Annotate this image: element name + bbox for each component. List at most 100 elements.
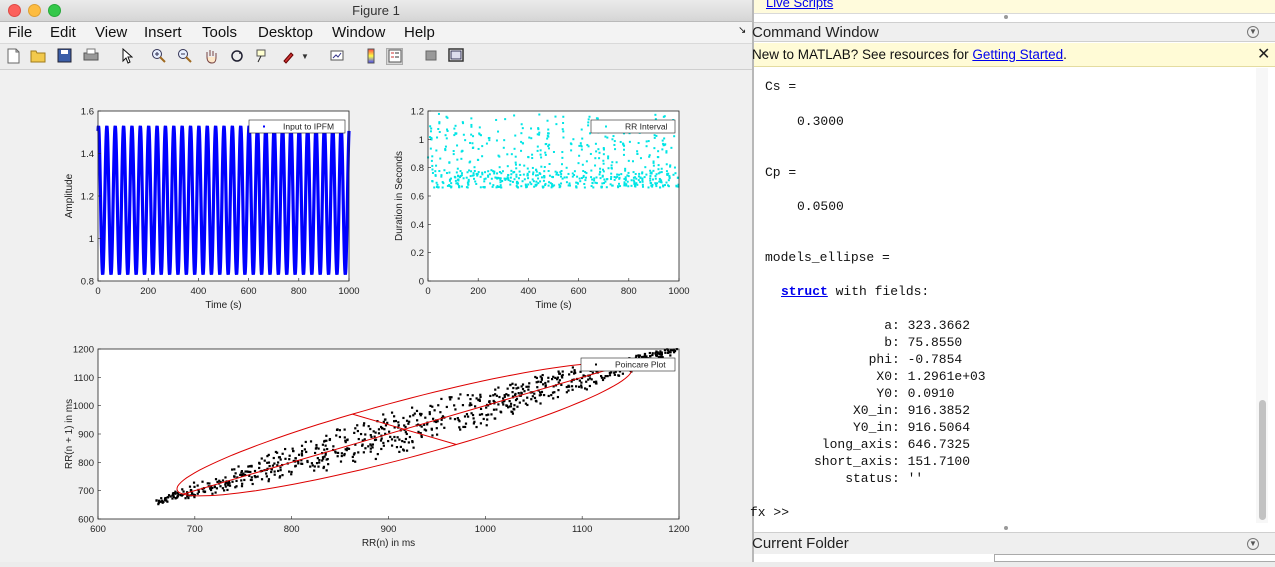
struct-link[interactable]: struct <box>781 284 828 299</box>
zoom-out-icon[interactable] <box>176 48 193 65</box>
rr-interval-point <box>563 176 566 179</box>
menu-file[interactable]: File <box>8 24 33 41</box>
live-scripts-link[interactable]: Live Scripts <box>766 0 834 10</box>
rr-interval-point <box>661 139 664 142</box>
poincare-point <box>445 405 448 409</box>
poincare-point <box>211 492 214 495</box>
link-plot-icon[interactable] <box>328 48 345 65</box>
rr-interval-point <box>442 182 445 185</box>
poincare-point <box>550 394 553 397</box>
minimize-window-button[interactable] <box>28 4 41 17</box>
rr-interval-point <box>623 144 626 147</box>
brush-icon[interactable] <box>280 48 297 65</box>
rr-interval-point <box>526 172 529 175</box>
command-prompt[interactable]: fx >> <box>750 505 790 520</box>
menu-window[interactable]: Window <box>332 24 386 41</box>
amplitude-ytick-label: 0.8 <box>81 277 94 288</box>
menu-tools[interactable]: Tools <box>202 24 238 41</box>
rr-interval-point <box>561 177 564 180</box>
amplitude-xtick-label: 400 <box>190 286 206 297</box>
rr-interval-point <box>636 150 639 153</box>
splitter-handle[interactable] <box>1004 15 1008 19</box>
rr-interval-point <box>665 150 668 153</box>
rr-interval-point <box>462 177 465 180</box>
rr-interval-point <box>514 134 517 137</box>
hide-plot-tools-icon[interactable] <box>422 48 439 65</box>
data-cursor-icon[interactable] <box>254 48 271 65</box>
menu-edit[interactable]: Edit <box>50 24 76 41</box>
rr-interval-point <box>535 183 538 186</box>
poincare-point <box>671 349 675 352</box>
poincare-point <box>560 383 563 387</box>
menu-insert[interactable]: Insert <box>144 24 182 41</box>
poincare-point <box>314 447 317 450</box>
save-icon[interactable] <box>56 48 73 65</box>
new-figure-icon[interactable] <box>5 48 22 65</box>
poincare-point <box>575 385 578 388</box>
print-icon[interactable] <box>82 48 99 65</box>
brush-dropdown-icon[interactable]: ▼ <box>301 52 309 61</box>
rr-interval-point <box>665 181 668 184</box>
rr-interval-point <box>579 180 582 183</box>
poincare-point <box>247 465 250 468</box>
poincare-point <box>556 376 560 379</box>
pan-icon[interactable] <box>202 48 219 65</box>
rr-interval-point <box>543 166 546 169</box>
poincare-point <box>186 493 189 496</box>
poincare-point <box>478 398 481 401</box>
rr-interval-point <box>623 182 626 185</box>
poincare-point <box>595 370 598 373</box>
scrollbar-thumb[interactable] <box>1259 400 1266 520</box>
poincare-point <box>300 452 303 455</box>
amplitude-ytick-label: 1.6 <box>81 107 94 118</box>
poincare-point <box>419 424 422 427</box>
poincare-point <box>231 468 234 471</box>
rr-interval-point <box>663 143 666 146</box>
rr-interval-point <box>528 136 531 139</box>
splitter-handle-bottom[interactable] <box>1004 526 1008 530</box>
show-plot-tools-icon[interactable] <box>447 48 464 65</box>
cs-value: 0.3000 <box>797 114 844 129</box>
poincare-point <box>243 478 246 482</box>
rr-interval-point <box>594 142 597 145</box>
folder-address-field[interactable] <box>994 554 1275 562</box>
getting-started-link[interactable]: Getting Started <box>972 47 1064 62</box>
close-info-icon[interactable]: ✕ <box>1257 46 1271 63</box>
poincare-point <box>404 437 408 441</box>
figure-title-bar[interactable]: Figure 1 <box>0 0 752 22</box>
menu-help[interactable]: Help <box>404 24 435 41</box>
poincare-point <box>352 453 356 456</box>
rr-interval-point <box>620 173 623 176</box>
insert-colorbar-icon[interactable] <box>362 48 379 65</box>
zoom-window-button[interactable] <box>48 4 61 17</box>
undock-icon[interactable]: ↘ <box>738 25 747 36</box>
poincare-point <box>395 445 399 449</box>
command-output[interactable]: Cs = 0.3000 Cp = 0.0500 models_ellipse =… <box>750 68 1257 523</box>
zoom-in-icon[interactable] <box>150 48 167 65</box>
close-window-button[interactable] <box>8 4 21 17</box>
open-file-icon[interactable] <box>30 48 47 65</box>
insert-legend-icon[interactable] <box>386 48 403 65</box>
rr-interval-point <box>498 185 501 188</box>
poincare-point <box>304 440 307 444</box>
current-folder-options-icon[interactable]: ▼ <box>1247 538 1259 550</box>
rr-interval-point <box>643 176 646 179</box>
rr-interval-point <box>561 156 564 159</box>
rr-interval-point <box>593 177 596 180</box>
rotate-icon[interactable] <box>228 48 245 65</box>
rr-interval-point <box>487 137 490 140</box>
command-window-scrollbar[interactable] <box>1256 68 1268 523</box>
rr-interval-point <box>604 135 607 138</box>
rr-interval-point <box>653 134 656 137</box>
rr-interval-point <box>430 159 433 162</box>
rr-interval-point <box>510 169 513 172</box>
poincare-point <box>335 428 339 432</box>
rr-interval-point <box>576 175 579 178</box>
poincare-point <box>273 473 276 476</box>
pointer-icon[interactable] <box>118 47 135 65</box>
rr-interval-point <box>539 153 542 156</box>
command-window-options-icon[interactable]: ▼ <box>1247 26 1259 38</box>
rr-interval-axes-bg <box>428 111 679 281</box>
menu-view[interactable]: View <box>95 24 128 41</box>
menu-desktop[interactable]: Desktop <box>258 24 314 41</box>
